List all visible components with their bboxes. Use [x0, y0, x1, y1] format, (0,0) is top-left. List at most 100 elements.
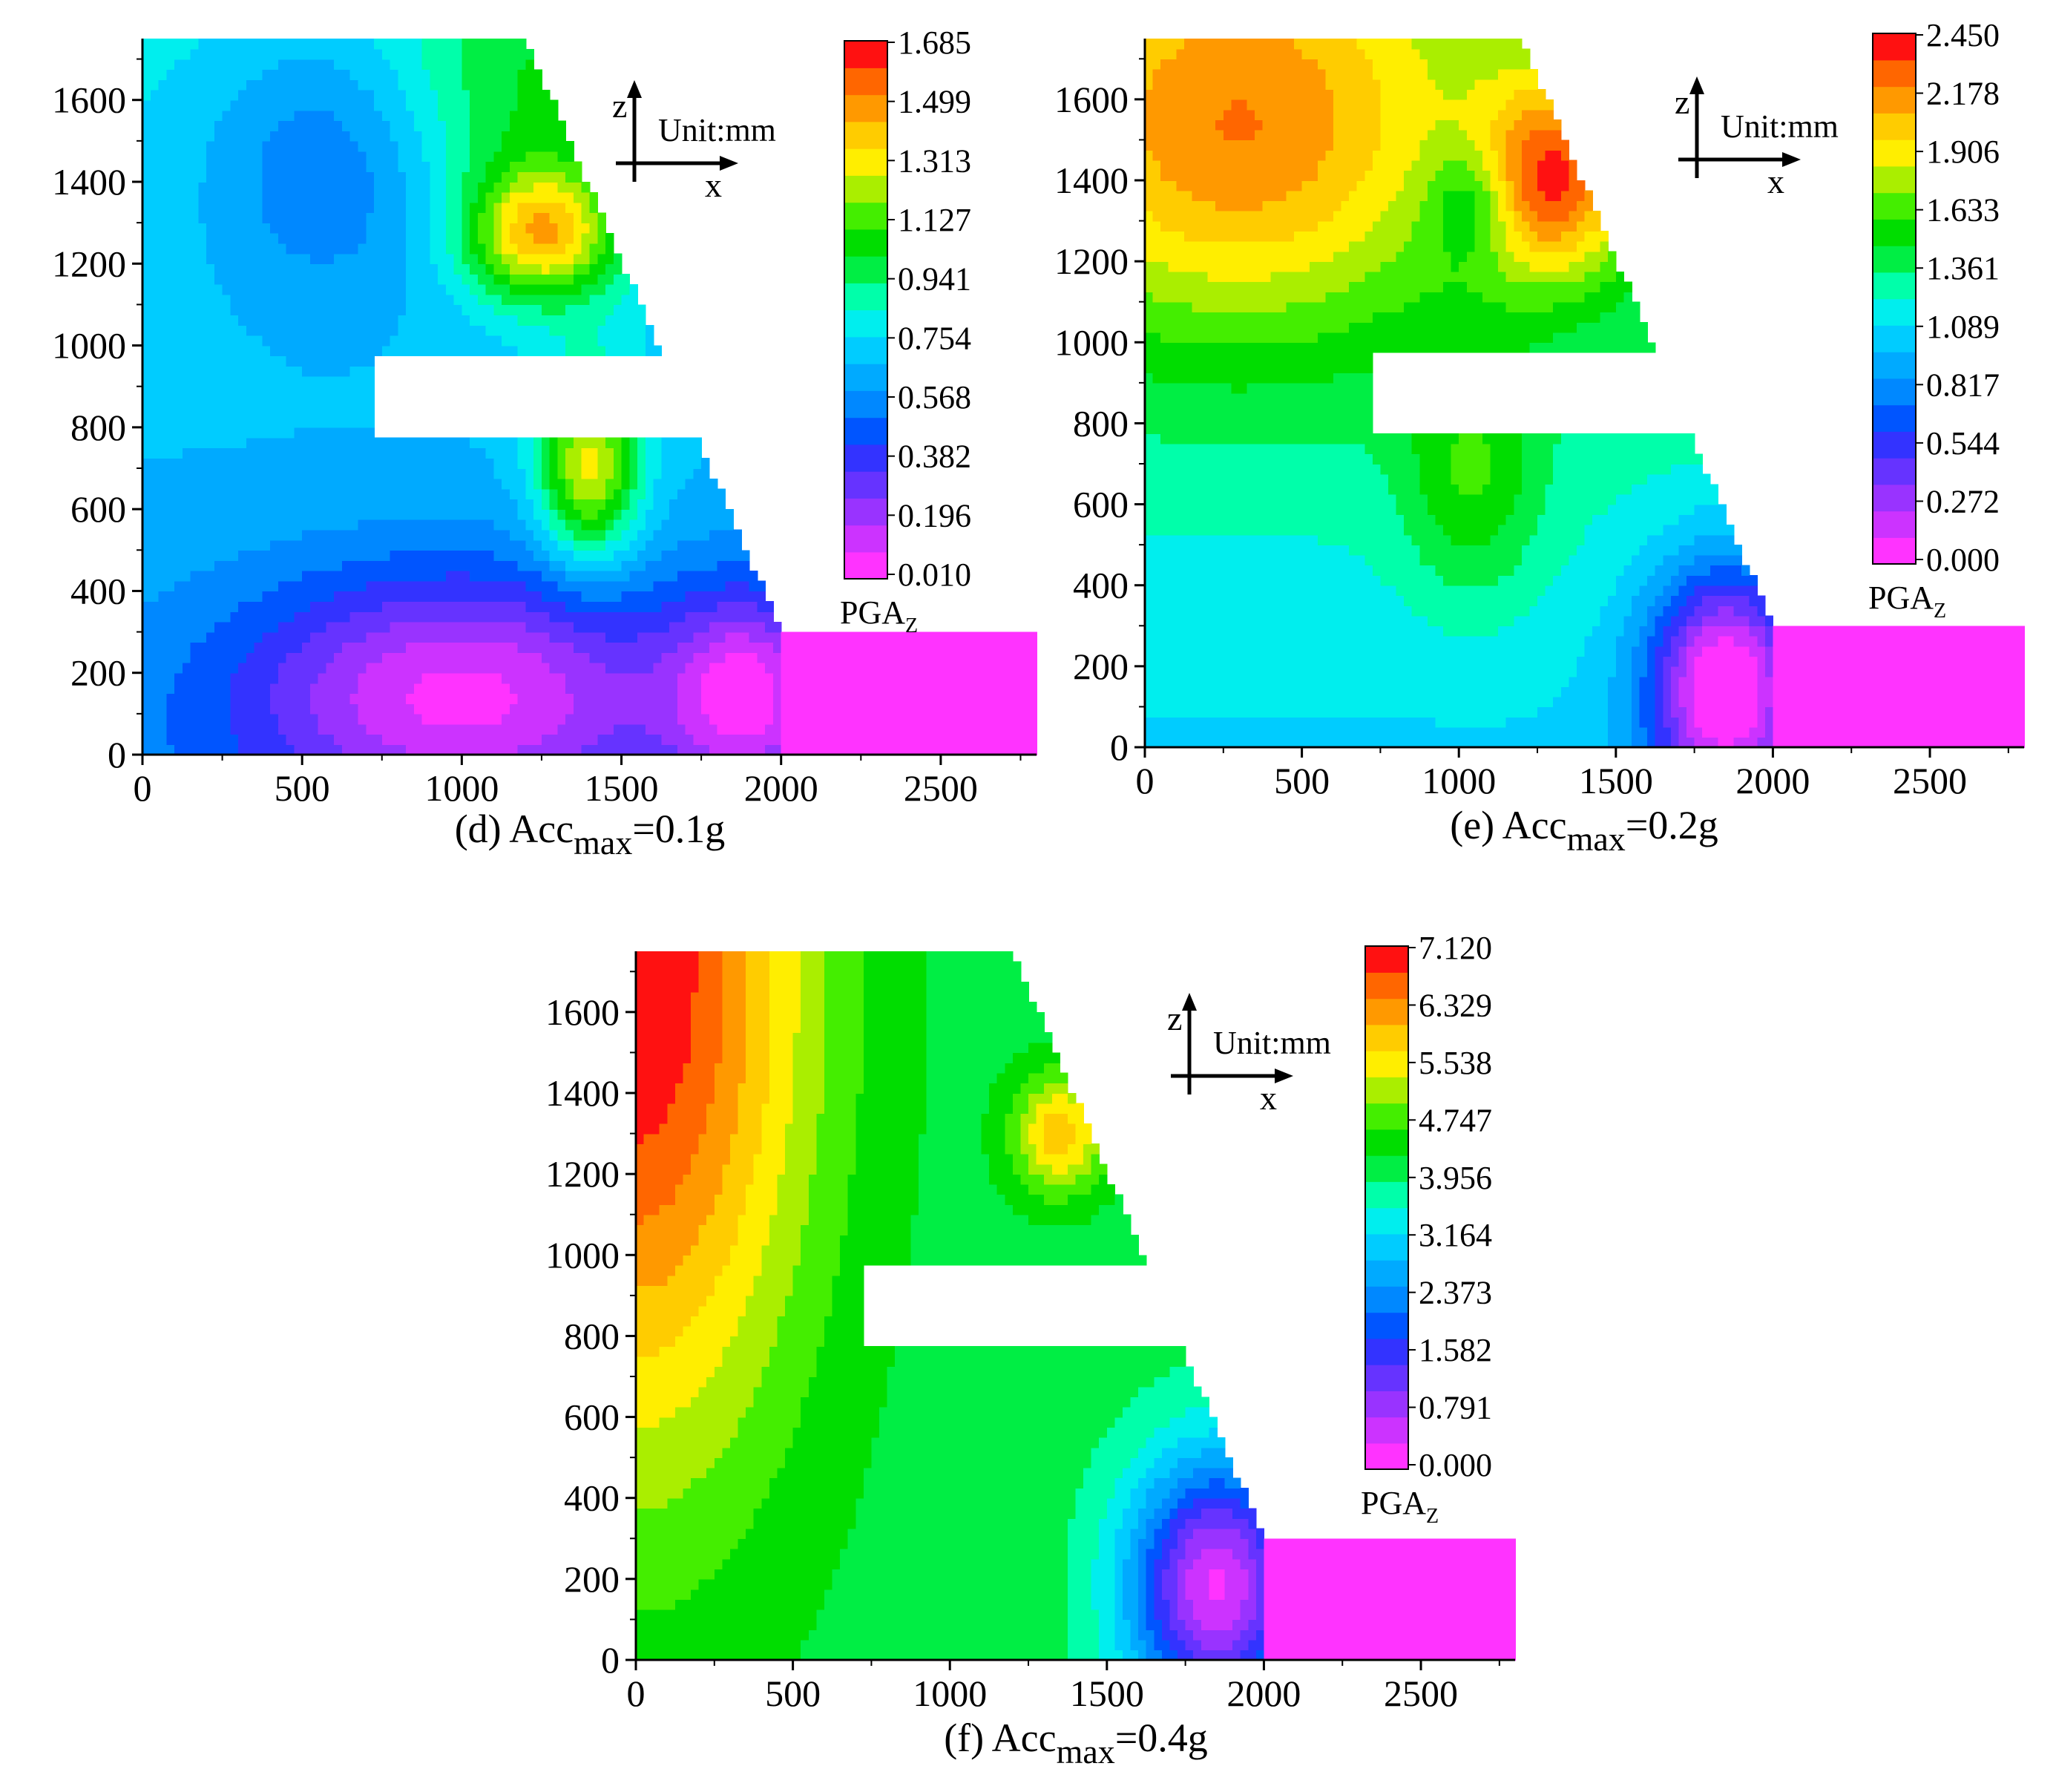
- contour-cell: [358, 499, 367, 510]
- contour-cell: [198, 212, 207, 223]
- contour-cell: [685, 642, 694, 653]
- contour-cell: [533, 652, 542, 663]
- contour-cell: [1005, 683, 1014, 695]
- contour-cell: [477, 560, 487, 571]
- contour-cell: [421, 703, 431, 715]
- contour-cell: [198, 69, 207, 80]
- contour-cell: [1145, 676, 1154, 687]
- contour-cell: [924, 672, 933, 684]
- contour-cell: [493, 161, 502, 172]
- contour-cell: [286, 478, 295, 490]
- contour-cell: [502, 580, 510, 592]
- contour-cell: [334, 161, 343, 172]
- contour-cell: [238, 447, 247, 459]
- contour-cell: [1145, 292, 1154, 303]
- contour-cell: [621, 519, 631, 531]
- contour-cell: [214, 274, 223, 285]
- contour-cell: [174, 283, 183, 295]
- contour-cell: [374, 437, 383, 449]
- contour-cell: [318, 427, 327, 439]
- contour-cell: [1012, 693, 1022, 704]
- contour-cell: [381, 131, 391, 142]
- contour-cell: [318, 437, 327, 449]
- contour-cell: [621, 672, 631, 684]
- contour-cell: [413, 243, 423, 255]
- contour-cell: [837, 693, 846, 704]
- contour-cell: [453, 652, 463, 663]
- contour-cell: [318, 631, 327, 643]
- contour-cell: [206, 375, 215, 387]
- contour-cell: [286, 223, 295, 234]
- contour-cell: [270, 191, 279, 203]
- contour-cell: [581, 263, 591, 275]
- contour-cell: [693, 591, 702, 602]
- contour-cell: [398, 283, 407, 295]
- contour-cell: [948, 652, 958, 663]
- contour-cell: [277, 191, 287, 203]
- contour-cell: [517, 519, 527, 531]
- contour-cell: [453, 39, 463, 50]
- contour-cell: [421, 580, 431, 592]
- contour-cell: [557, 744, 567, 755]
- contour-cell: [725, 631, 734, 643]
- contour-cell: [470, 693, 479, 704]
- contour-cell: [206, 631, 215, 643]
- contour-cell: [541, 294, 551, 306]
- contour-cell: [605, 263, 614, 275]
- contour-cell: [637, 458, 646, 469]
- contour-cell: [166, 110, 175, 122]
- contour-cell: [286, 48, 295, 60]
- contour-cell: [349, 48, 359, 60]
- contour-cell: [246, 315, 255, 326]
- contour-cell: [326, 151, 335, 163]
- contour-cell: [166, 131, 175, 142]
- contour-cell: [1145, 706, 1154, 718]
- contour-cell: [533, 570, 542, 582]
- contour-cell: [709, 591, 718, 602]
- colorbar-title: PGAZ: [840, 594, 918, 637]
- contour-cell: [358, 723, 367, 735]
- contour-cell: [525, 539, 534, 551]
- contour-cell: [326, 723, 335, 735]
- contour-cell: [605, 294, 614, 306]
- contour-cell: [198, 89, 207, 101]
- contour-cell: [349, 693, 359, 704]
- contour-cell: [1152, 342, 1161, 353]
- contour-cell: [406, 437, 415, 449]
- contour-cell: [893, 723, 901, 735]
- contour-cell: [406, 447, 415, 459]
- contour-cell: [653, 693, 663, 704]
- contour-cell: [677, 683, 686, 695]
- contour-cell: [214, 294, 223, 306]
- y-tick-label: 0: [108, 734, 126, 775]
- contour-cell: [533, 683, 542, 695]
- contour-cell: [509, 325, 519, 336]
- contour-cell: [206, 499, 215, 510]
- contour-cell: [462, 560, 470, 571]
- contour-cell: [1020, 683, 1030, 695]
- contour-cell: [549, 171, 559, 183]
- contour-cell: [525, 89, 534, 101]
- contour-cell: [206, 366, 215, 377]
- contour-cell: [342, 478, 351, 490]
- contour-cell: [277, 642, 287, 653]
- contour-cell: [597, 580, 606, 592]
- contour-cell: [485, 191, 495, 203]
- contour-cell: [541, 131, 551, 142]
- contour-cell: [302, 345, 311, 357]
- contour-cell: [557, 151, 567, 163]
- contour-cell: [398, 161, 407, 172]
- contour-cell: [589, 601, 599, 612]
- contour-cell: [190, 539, 200, 551]
- contour-cell: [342, 447, 351, 459]
- contour-cell: [581, 202, 591, 214]
- contour-cell: [637, 683, 646, 695]
- contour-cell: [525, 447, 534, 459]
- contour-cell: [980, 683, 990, 695]
- contour-cell: [605, 570, 614, 582]
- contour-cell: [477, 652, 487, 663]
- contour-cell: [398, 580, 407, 592]
- contour-cell: [653, 591, 663, 602]
- contour-cell: [334, 151, 343, 163]
- contour-cell: [262, 580, 271, 592]
